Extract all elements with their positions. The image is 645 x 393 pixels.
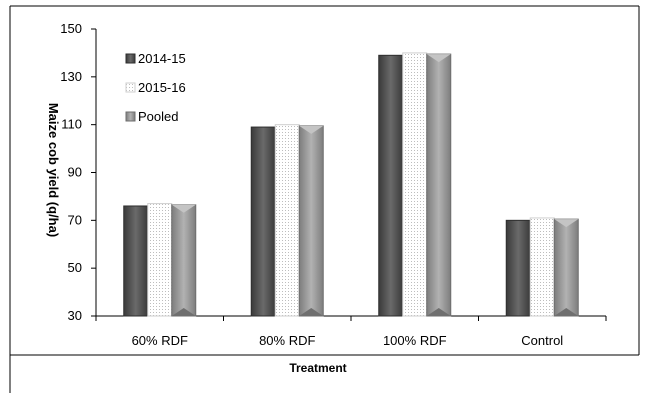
y-tick-label: 70 (68, 212, 82, 227)
bar-pooled (171, 204, 197, 317)
bar-2015-16 (402, 52, 428, 317)
y-ticks: 30 50 70 90 110 130 150 (60, 21, 96, 323)
bar-bevel (554, 219, 579, 228)
bar-2015-16 (274, 124, 300, 317)
bar-2015-16 (147, 203, 173, 317)
bar-pooled (426, 53, 452, 317)
bar-bevel (171, 204, 196, 213)
bar-2014-15 (123, 205, 149, 317)
bar-pooled (298, 125, 324, 317)
legend-swatch (125, 111, 136, 122)
x-tick-label: Control (521, 333, 563, 348)
bar-2015-16 (529, 217, 555, 317)
y-tick-label: 110 (61, 117, 82, 132)
bar-pooled (553, 218, 579, 317)
legend: 2014-15 2015-16 Pooled (125, 51, 186, 124)
bar-bevel (554, 308, 579, 316)
y-tick-label: 130 (60, 69, 82, 84)
legend-label: 2015-16 (138, 80, 186, 95)
x-tick-label: 80% RDF (259, 333, 315, 348)
bar-bevel (299, 125, 324, 134)
legend-label: Pooled (138, 109, 178, 124)
bar-2014-15 (378, 54, 404, 317)
y-tick-label: 150 (60, 21, 82, 36)
bar-bevel (299, 308, 324, 316)
y-axis-label: Maize cob yield (q/ha) (46, 103, 61, 237)
x-tick-label: 100% RDF (383, 333, 447, 348)
bar-2014-15 (250, 126, 276, 317)
legend-label: 2014-15 (138, 51, 186, 66)
bars (123, 52, 579, 317)
bar-2014-15 (505, 219, 531, 317)
bar-bevel (171, 308, 196, 316)
bar-bevel (426, 308, 451, 316)
bar-bevel (426, 54, 451, 63)
x-axis-label: Treatment (289, 361, 346, 375)
y-tick-label: 50 (68, 260, 82, 275)
x-ticks: 60% RDF 80% RDF 100% RDF Control (95, 316, 607, 348)
y-tick-label: 30 (68, 308, 82, 323)
x-tick-label: 60% RDF (132, 333, 188, 348)
legend-swatch (125, 53, 136, 64)
legend-swatch (125, 82, 136, 93)
y-tick-label: 90 (68, 165, 82, 180)
